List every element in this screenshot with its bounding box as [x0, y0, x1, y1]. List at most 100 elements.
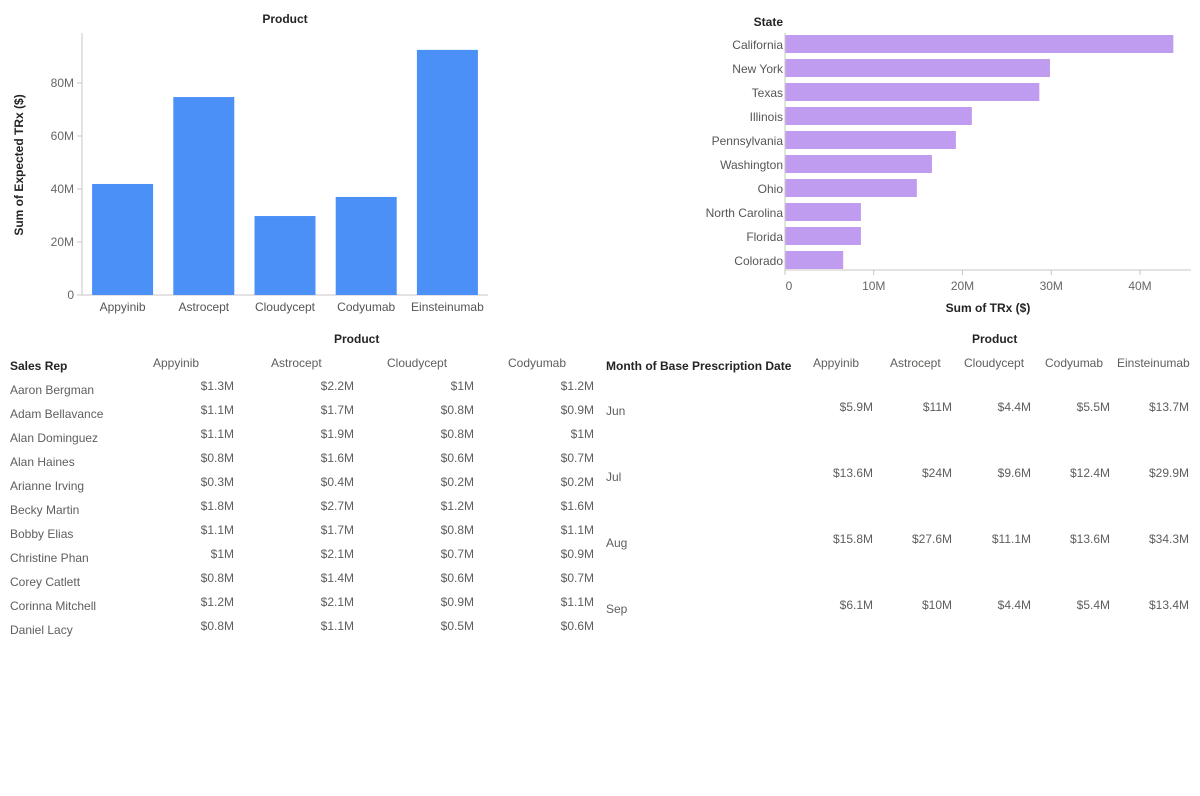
y-tick-label: 40M	[51, 182, 74, 196]
column-header-astrocept[interactable]: Astrocept	[890, 356, 941, 370]
table-cell: $11.1M	[991, 532, 1031, 546]
chart-title: State	[754, 15, 784, 29]
bar-florida[interactable]	[785, 227, 861, 245]
table-cell: $1.2M	[440, 499, 474, 513]
state-bar-chart-panel: State Sum of TRx ($) 0 10M 20M 30M 40M Calif…	[700, 0, 1200, 320]
table-cell: $34.3M	[1148, 532, 1189, 546]
bar-astrocept[interactable]	[173, 97, 235, 295]
bar-colorado[interactable]	[785, 251, 844, 269]
table-cell: $6.1M	[839, 598, 873, 612]
row-label[interactable]: Corinna Mitchell	[10, 599, 97, 613]
table-cell: $0.9M	[560, 547, 594, 561]
bar-washington[interactable]	[785, 155, 932, 173]
row-label[interactable]: Alan Dominguez	[10, 431, 99, 445]
column-header-cloudycept[interactable]: Cloudycept	[387, 356, 448, 370]
table-cell: $10M	[921, 598, 952, 612]
row-label[interactable]: Jul	[606, 470, 622, 484]
bar-codyumab[interactable]	[335, 196, 397, 295]
x-tick-label: Codyumab	[337, 300, 395, 314]
y-axis-title: Sum of Expected TRx ($)	[12, 94, 26, 235]
row-label[interactable]: Aug	[606, 536, 628, 550]
bar-cloudycept[interactable]	[254, 216, 316, 295]
table-cell: $0.8M	[200, 619, 234, 633]
table-cell: $1.2M	[560, 379, 594, 393]
y-tick-label: 0	[67, 288, 74, 302]
x-tick-label: 10M	[862, 279, 885, 293]
table-cell: $0.5M	[440, 619, 474, 633]
row-label[interactable]: Bobby Elias	[10, 527, 74, 541]
bar-pennsylvania[interactable]	[785, 131, 956, 149]
row-label[interactable]: Alan Haines	[10, 455, 75, 469]
table-cell: $0.8M	[440, 427, 474, 441]
y-tick-label: Pennsylvania	[712, 134, 784, 148]
x-tick-label: Cloudycept	[255, 300, 316, 314]
y-tick-label: 20M	[51, 235, 74, 249]
table-cell: $0.6M	[560, 619, 594, 633]
sales-rep-matrix: Product Sales Rep Appyinib Astrocept Cloud…	[0, 325, 600, 645]
row-label[interactable]: Corey Catlett	[10, 575, 81, 589]
table-cell: $4.4M	[997, 598, 1031, 612]
table-cell: $0.7M	[560, 571, 594, 585]
row-label[interactable]: Adam Bellavance	[10, 407, 104, 421]
bar-einsteinumab[interactable]	[416, 49, 478, 295]
row-label[interactable]: Arianne Irving	[10, 479, 85, 493]
bar-new-york[interactable]	[785, 59, 1050, 77]
table-cell: $1.9M	[320, 427, 354, 441]
y-tick-label: Texas	[752, 86, 783, 100]
x-tick-label: Appyinib	[100, 300, 146, 314]
table-cell: $15.8M	[832, 532, 873, 546]
product-column-chart-panel: Product Sum of Expected TRx ($) 0 20M 40M 6…	[0, 0, 500, 320]
y-tick-label: Ohio	[758, 182, 784, 196]
table-cell: $1M	[570, 427, 594, 441]
table-cell: $0.2M	[440, 475, 474, 489]
table-cell: $2.1M	[320, 595, 354, 609]
bar-north-carolina[interactable]	[785, 203, 861, 221]
table-cell: $1.4M	[320, 571, 354, 585]
month-matrix: Product Month of Base Prescription Date …	[600, 325, 1200, 645]
row-header-title: Month of Base Prescription Date	[606, 359, 792, 373]
table-cell: $0.8M	[200, 451, 234, 465]
y-tick-label: Washington	[720, 158, 783, 172]
column-header-astrocept[interactable]: Astrocept	[271, 356, 322, 370]
row-label[interactable]: Daniel Lacy	[10, 623, 73, 637]
row-label[interactable]: Jun	[606, 404, 626, 418]
y-tick-label: Illinois	[750, 110, 783, 124]
row-label[interactable]: Christine Phan	[10, 551, 89, 565]
bar-illinois[interactable]	[785, 107, 972, 125]
table-cell: $11M	[922, 400, 952, 414]
bar-ohio[interactable]	[785, 179, 917, 197]
table-cell: $1.6M	[320, 451, 354, 465]
column-header-appyinib[interactable]: Appyinib	[153, 356, 200, 370]
column-header-codyumab[interactable]: Codyumab	[1045, 356, 1104, 370]
column-header-codyumab[interactable]: Codyumab	[508, 356, 567, 370]
x-tick-label: 0	[786, 279, 793, 293]
y-tick-label: Florida	[746, 230, 783, 244]
table-cell: $1M	[210, 547, 234, 561]
table-cell: $1.7M	[320, 523, 354, 537]
column-header-einsteinumab[interactable]: Einsteinumab	[1117, 356, 1190, 370]
bar-california[interactable]	[785, 35, 1174, 53]
row-label[interactable]: Becky Martin	[10, 503, 80, 517]
table-cell: $0.8M	[440, 523, 474, 537]
table-cell: $2.1M	[320, 547, 354, 561]
column-header-appyinib[interactable]: Appyinib	[813, 356, 860, 370]
table-cell: $1.1M	[200, 427, 234, 441]
table-cell: $5.4M	[1076, 598, 1110, 612]
column-group-title: Product	[334, 332, 380, 346]
bar-texas[interactable]	[785, 83, 1040, 101]
table-cell: $0.9M	[560, 403, 594, 417]
state-bar-chart: State Sum of TRx ($) 0 10M 20M 30M 40M Calif…	[706, 15, 1191, 315]
table-cell: $5.9M	[839, 400, 873, 414]
table-cell: $2.7M	[320, 499, 354, 513]
x-tick-label: Astrocept	[178, 300, 229, 314]
bar-appyinib[interactable]	[92, 183, 154, 295]
table-cell: $2.2M	[320, 379, 354, 393]
table-cell: $9.6M	[997, 466, 1031, 480]
column-header-cloudycept[interactable]: Cloudycept	[964, 356, 1025, 370]
row-label[interactable]: Sep	[606, 602, 628, 616]
x-tick-label: Einsteinumab	[411, 300, 484, 314]
table-cell: $13.6M	[1069, 532, 1110, 546]
table-cell: $1.1M	[200, 403, 234, 417]
table-cell: $1.1M	[200, 523, 234, 537]
row-label[interactable]: Aaron Bergman	[10, 383, 95, 397]
